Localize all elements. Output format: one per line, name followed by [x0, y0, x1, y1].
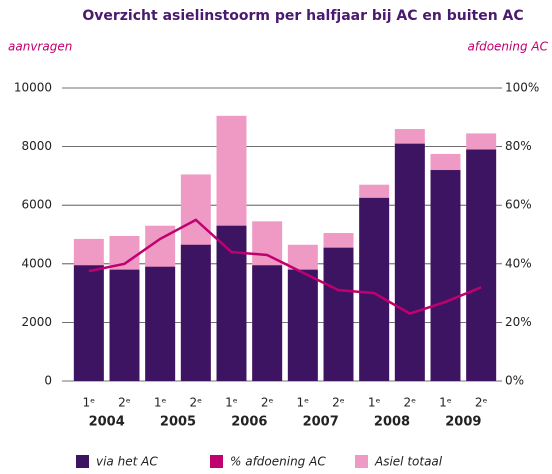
x-tick-label: 1ᵉ — [368, 396, 381, 410]
x-tick-label: 1ᵉ — [297, 396, 310, 410]
bar — [109, 269, 140, 381]
legend-label: via het AC — [96, 455, 158, 469]
y-tick-label: 4000 — [21, 256, 52, 270]
x-group-label: 2009 — [445, 415, 481, 430]
x-tick-label: 1ᵉ — [225, 396, 238, 410]
bar — [466, 149, 497, 381]
y2-tick-label: 20% — [505, 315, 532, 329]
y-tick-label: 8000 — [21, 139, 52, 153]
x-tick-label: 2ᵉ — [475, 396, 488, 410]
bar — [216, 225, 247, 381]
y2-tick-label: 0% — [505, 374, 524, 388]
chart-title: Overzicht asielinstoorm per halfjaar bij… — [82, 8, 523, 24]
x-tick-label: 2ᵉ — [261, 396, 274, 410]
y-tick-label: 10000 — [14, 81, 52, 95]
x-tick-label: 1ᵉ — [83, 396, 96, 410]
x-tick-label: 2ᵉ — [332, 396, 345, 410]
legend-swatch — [355, 455, 368, 468]
y-tick-label: 0 — [44, 374, 52, 388]
x-group-label: 2007 — [303, 415, 339, 430]
bar — [145, 266, 176, 381]
legend-swatch — [210, 455, 223, 468]
bar — [180, 244, 211, 381]
bar — [430, 170, 461, 381]
x-group-label: 2004 — [89, 415, 125, 430]
y2-tick-label: 100% — [505, 81, 539, 95]
bar — [394, 143, 425, 381]
y2-tick-label: 80% — [505, 139, 532, 153]
x-tick-label: 2ᵉ — [190, 396, 203, 410]
x-tick-label: 2ᵉ — [118, 396, 131, 410]
x-group-label: 2005 — [160, 415, 196, 430]
legend-swatch — [76, 455, 89, 468]
x-group-label: 2006 — [231, 415, 267, 430]
x-tick-label: 1ᵉ — [154, 396, 167, 410]
bar — [287, 269, 318, 381]
x-group-label: 2008 — [374, 415, 410, 430]
y2-tick-label: 60% — [505, 198, 532, 212]
x-tick-label: 1ᵉ — [439, 396, 452, 410]
y-axis-label: aanvragen — [8, 40, 72, 54]
bar — [252, 265, 283, 381]
x-tick-label: 2ᵉ — [404, 396, 417, 410]
legend-label: % afdoening AC — [230, 455, 326, 469]
y2-axis-label: afdoening AC — [468, 40, 549, 54]
legend-label: Asiel totaal — [374, 455, 443, 469]
bar — [323, 247, 354, 381]
y-tick-label: 6000 — [21, 198, 52, 212]
bar — [73, 265, 104, 381]
y-tick-label: 2000 — [21, 315, 52, 329]
line — [88, 218, 482, 315]
bar — [359, 197, 390, 381]
y2-tick-label: 40% — [505, 256, 532, 270]
